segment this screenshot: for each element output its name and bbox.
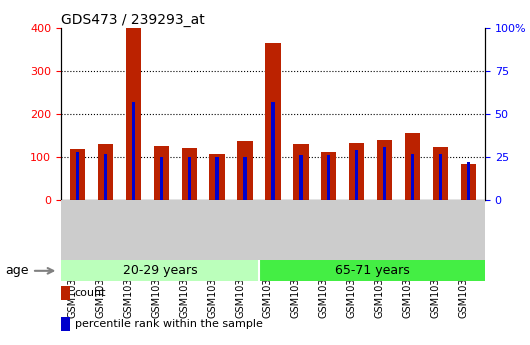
Bar <box>299 155 303 200</box>
Bar <box>126 29 141 200</box>
Text: GDS473 / 239293_at: GDS473 / 239293_at <box>61 12 205 27</box>
Text: count: count <box>75 288 106 298</box>
Text: 20-29 years: 20-29 years <box>122 264 197 277</box>
Bar <box>209 154 225 200</box>
Bar <box>98 144 113 200</box>
Bar <box>383 147 386 200</box>
Bar <box>439 154 442 200</box>
Bar <box>377 140 392 200</box>
Bar <box>321 152 337 200</box>
Text: age: age <box>5 264 29 277</box>
Bar <box>61 260 259 281</box>
Bar <box>160 157 163 200</box>
Bar <box>411 154 414 200</box>
Bar <box>293 144 308 200</box>
Bar <box>271 102 275 200</box>
Bar <box>461 164 476 200</box>
Bar <box>237 141 253 200</box>
Bar <box>466 162 470 200</box>
Bar <box>132 102 135 200</box>
Bar <box>70 149 85 200</box>
Bar <box>259 260 485 281</box>
Bar <box>405 133 420 200</box>
Bar <box>154 146 169 200</box>
Bar <box>432 148 448 200</box>
Bar <box>182 148 197 200</box>
Bar <box>76 152 80 200</box>
Text: percentile rank within the sample: percentile rank within the sample <box>75 319 262 329</box>
Bar <box>349 143 364 200</box>
Bar <box>355 150 358 200</box>
Text: 65-71 years: 65-71 years <box>334 264 409 277</box>
Bar <box>104 154 107 200</box>
Bar <box>216 157 219 200</box>
Bar <box>327 155 330 200</box>
Bar <box>266 43 280 200</box>
Bar <box>188 157 191 200</box>
Bar <box>243 157 247 200</box>
